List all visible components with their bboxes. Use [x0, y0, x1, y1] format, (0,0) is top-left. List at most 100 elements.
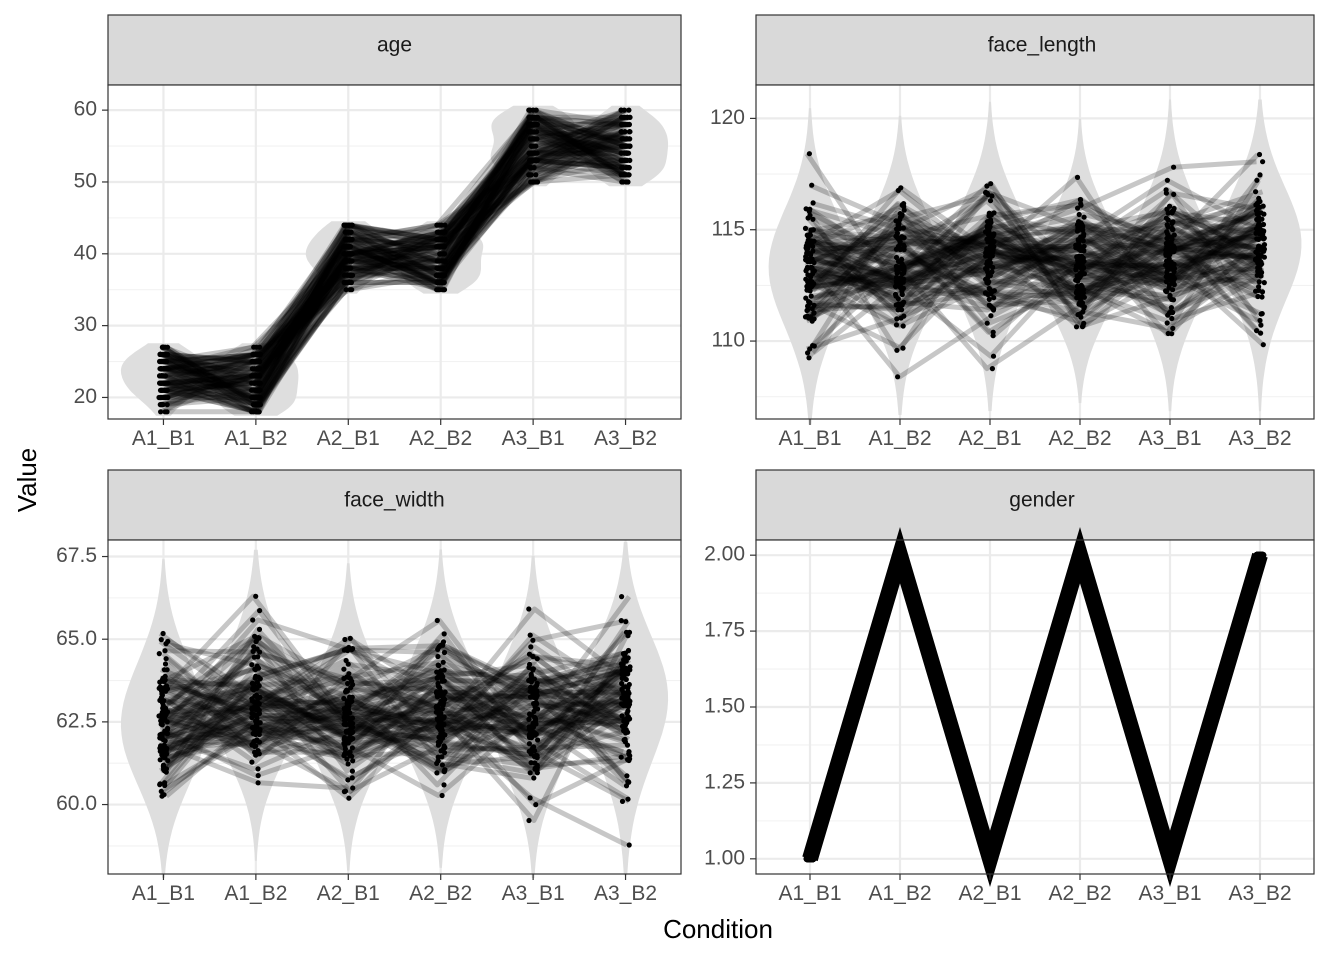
subject-line [812, 210, 1258, 291]
subject-line [164, 107, 629, 400]
violins [120, 105, 669, 416]
subject-point [441, 714, 447, 720]
y-axis-ticks: 60.0 62.5 65.0 67.5 [56, 544, 108, 815]
subject-point [348, 737, 354, 743]
subject-line [159, 122, 630, 379]
subject-point [435, 229, 441, 235]
subject-point [1165, 855, 1173, 863]
subject-line [163, 143, 626, 386]
subject-point [899, 256, 905, 262]
subject-point [349, 768, 355, 774]
subject-point [160, 630, 166, 637]
subject-point [341, 666, 347, 672]
x-tick-label: A2_B1 [317, 427, 380, 450]
subject-point [527, 157, 533, 163]
subject-point [249, 366, 255, 372]
subject-point [985, 191, 991, 198]
subject-point [810, 200, 816, 206]
violin-A1_B2 [213, 343, 299, 416]
subject-line [805, 224, 1261, 315]
subject-point [1255, 293, 1261, 300]
subject-point [252, 633, 258, 640]
subject-point [1253, 551, 1261, 559]
subject-line [160, 129, 627, 408]
subject-point [345, 761, 351, 767]
subject-point [1076, 285, 1082, 291]
subject-line [160, 129, 627, 372]
subject-point [1076, 211, 1082, 218]
subject-point [618, 107, 624, 113]
x-tick-label: A1_B1 [778, 882, 841, 905]
subject-point [255, 773, 261, 779]
subject-point [897, 239, 903, 245]
subject-point [621, 737, 627, 743]
subject-point [439, 792, 445, 799]
subject-point [811, 260, 817, 266]
subject-line [160, 122, 623, 364]
subject-point [161, 698, 167, 704]
subject-point [897, 211, 903, 217]
subject-point [345, 265, 351, 271]
subject-point [900, 262, 906, 269]
subject-point [1165, 247, 1171, 253]
subject-point [527, 770, 533, 776]
subject-point [627, 756, 633, 762]
subject-line [160, 129, 624, 364]
subject-point [163, 641, 169, 647]
subject-point [1163, 251, 1169, 257]
subject-line [163, 661, 624, 742]
subject-point [618, 157, 624, 163]
subject-line [161, 620, 631, 766]
subject-line [811, 204, 1264, 355]
subject-line [163, 129, 626, 393]
subject-point [1076, 256, 1082, 262]
subject-point [619, 143, 626, 149]
subject-point [1169, 220, 1175, 227]
subject-point [621, 136, 627, 142]
subject-point [894, 316, 900, 322]
subject-point [895, 222, 901, 228]
subject-line [163, 114, 629, 386]
subject-line [159, 694, 631, 804]
subject-line [165, 114, 628, 400]
subject-line [806, 223, 1259, 298]
subject-point [1073, 290, 1079, 296]
subject-point [531, 694, 537, 700]
subject-point [983, 855, 991, 863]
subject-line [805, 206, 1263, 316]
subject-line [813, 240, 1264, 287]
subject-point [1260, 203, 1266, 209]
subject-line [160, 732, 628, 768]
subject-line [164, 136, 624, 408]
subject-point [344, 750, 350, 756]
y-tick-label: 65.0 [56, 627, 97, 650]
subject-line [807, 210, 1264, 295]
subject-point [434, 692, 440, 699]
subject-line [163, 157, 623, 400]
subject-point [627, 143, 633, 149]
subject-line [162, 608, 628, 778]
subject-point [252, 358, 258, 365]
subject-point [534, 157, 541, 163]
subject-line [165, 606, 624, 764]
subject-point [901, 207, 907, 213]
subject-line [165, 646, 623, 734]
subject-point [1171, 261, 1177, 267]
subject-line [161, 634, 629, 823]
subject-point [983, 290, 989, 296]
subject-line [162, 653, 623, 741]
subject-point [346, 701, 352, 707]
subject-line [161, 651, 625, 733]
subject-point [164, 667, 170, 673]
subject-line [166, 637, 625, 757]
subject-point [439, 279, 445, 286]
subject-point [988, 212, 994, 218]
subject-line [165, 129, 625, 415]
subject-line [166, 129, 625, 393]
subject-point [162, 661, 169, 667]
subject-line [808, 231, 1258, 293]
subject-point [441, 750, 448, 756]
subject-point [442, 732, 448, 738]
subject-line [165, 672, 631, 771]
subject-point [533, 172, 539, 178]
